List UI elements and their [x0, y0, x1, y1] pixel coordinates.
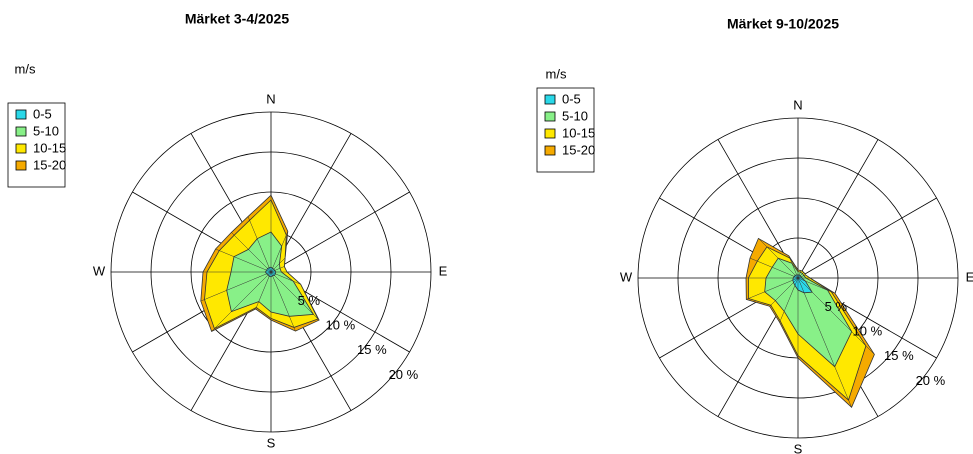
r-tick-label: 10 % — [853, 324, 883, 339]
direction-label: S — [267, 435, 276, 450]
spoke-inner — [797, 277, 875, 355]
legend-swatch — [544, 145, 556, 156]
legend-swatch — [15, 126, 27, 137]
direction-label: S — [794, 441, 803, 454]
legend-label: 10-15 — [562, 125, 595, 140]
spoke-inner — [779, 277, 799, 323]
spoke-inner — [270, 271, 296, 332]
spoke-inner — [746, 277, 799, 300]
legend-swatch — [544, 94, 556, 105]
r-tick-label: 20 % — [916, 373, 946, 388]
direction-label: N — [266, 91, 275, 106]
legend-label: 0-5 — [33, 106, 52, 121]
ring — [190, 191, 352, 353]
spoke-inner — [758, 238, 799, 279]
legend-swatch — [544, 128, 556, 139]
spoke-inner — [797, 277, 836, 294]
spoke-inner — [270, 257, 286, 273]
chart-title: Märket 9-10/2025 — [727, 16, 839, 32]
spoke-inner — [211, 271, 272, 332]
spoke-inner — [247, 216, 272, 273]
spoke-inner — [749, 257, 799, 279]
legend-label: 15-20 — [33, 157, 66, 172]
direction-label: N — [793, 97, 802, 112]
spoke-inner — [797, 274, 806, 279]
ring — [677, 157, 919, 399]
r-tick-label: 5 % — [825, 299, 848, 314]
legend-label: 5-10 — [562, 108, 588, 123]
r-tick-label: 20 % — [389, 367, 419, 382]
legend-title: m/s — [546, 66, 567, 81]
ring — [637, 117, 959, 439]
legend-label: 0-5 — [562, 91, 581, 106]
legend-swatch — [544, 111, 556, 122]
direction-label: E — [966, 269, 973, 284]
spoke-inner — [769, 277, 799, 307]
direction-label: E — [439, 263, 448, 278]
legend-label: 5-10 — [33, 123, 59, 138]
legend-swatch — [15, 160, 27, 171]
direction-label: W — [93, 263, 106, 278]
spoke-inner — [797, 277, 852, 408]
spoke-inner — [270, 266, 285, 273]
r-tick-label: 15 % — [884, 348, 914, 363]
ring — [150, 151, 392, 393]
spoke-inner — [270, 231, 289, 273]
legend-swatch — [15, 143, 27, 154]
spoke-inner — [200, 271, 272, 302]
spoke-inner — [270, 271, 320, 321]
r-tick-label: 15 % — [357, 342, 387, 357]
spoke-inner — [255, 271, 272, 310]
legend-label: 15-20 — [562, 142, 595, 157]
legend-swatch — [15, 109, 27, 120]
chart-title: Märket 3-4/2025 — [185, 11, 290, 27]
spoke-inner — [231, 232, 272, 273]
ring — [110, 111, 432, 433]
spoke-inner — [788, 255, 799, 279]
r-tick-label: 5 % — [298, 293, 321, 308]
spoke-inner — [797, 270, 802, 279]
legend-label: 10-15 — [33, 140, 66, 155]
r-tick-label: 10 % — [326, 318, 356, 333]
legend-title: m/s — [15, 61, 36, 76]
spoke-inner — [797, 272, 804, 279]
spoke-inner — [215, 248, 272, 273]
spoke-inner — [270, 271, 301, 285]
direction-label: W — [620, 269, 633, 284]
